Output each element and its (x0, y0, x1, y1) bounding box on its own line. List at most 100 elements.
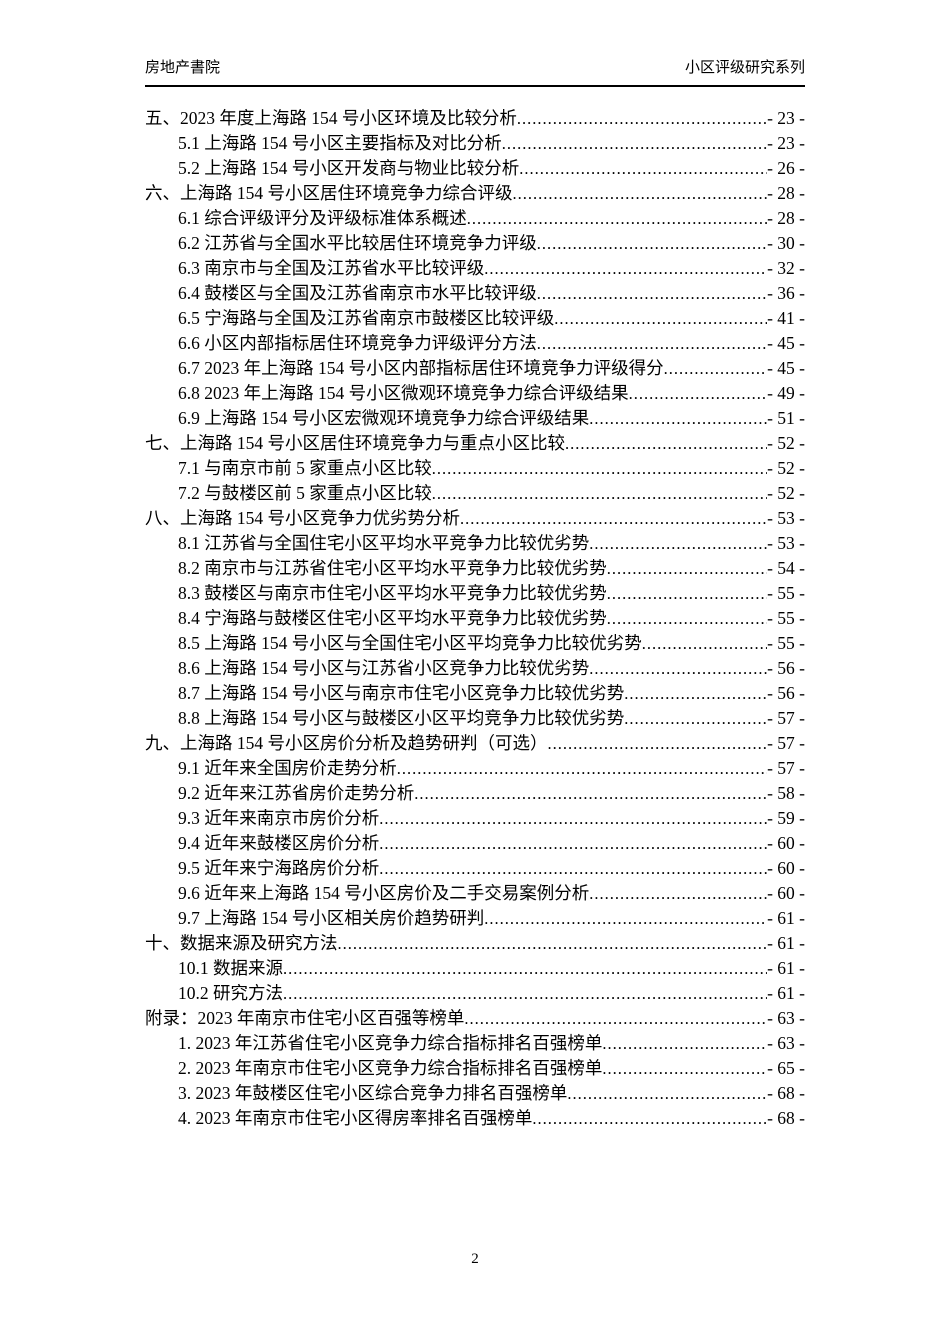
toc-entry: 6.4 鼓楼区与全国及江苏省南京市水平比较评级 - 36 - (145, 281, 805, 306)
toc-entry: 8.4 宁海路与鼓楼区住宅小区平均水平竞争力比较优劣势 - 55 - (145, 606, 805, 631)
toc-entry: 7.2 与鼓楼区前 5 家重点小区比较 - 52 - (145, 481, 805, 506)
toc-entry: 九、上海路 154 号小区房价分析及趋势研判（可选） - 57 - (145, 731, 805, 756)
toc-entry-title: 7.1 与南京市前 5 家重点小区比较 (178, 458, 432, 478)
toc-entry: 9.7 上海路 154 号小区相关房价趋势研判 - 61 - (145, 906, 805, 931)
toc-entry-page: - 49 - (767, 383, 805, 403)
toc-entry: 6.6 小区内部指标居住环境竞争力评级评分方法 - 45 - (145, 331, 805, 356)
toc-leader-dots (589, 531, 767, 556)
toc-entry-title: 8.5 上海路 154 号小区与全国住宅小区平均竞争力比较优劣势 (178, 633, 642, 653)
toc-entry: 8.7 上海路 154 号小区与南京市住宅小区竞争力比较优劣势 - 56 - (145, 681, 805, 706)
toc-entry-page: - 51 - (767, 408, 805, 428)
toc-leader-dots (379, 806, 767, 831)
toc-entry-title: 8.4 宁海路与鼓楼区住宅小区平均水平竞争力比较优劣势 (178, 608, 607, 628)
toc-entry-title: 五、2023 年度上海路 154 号小区环境及比较分析 (145, 108, 517, 128)
toc-entry-title: 9.4 近年来鼓楼区房价分析 (178, 833, 380, 853)
toc-entry-title: 6.1 综合评级评分及评级标准体系概述 (178, 208, 467, 228)
toc-leader-dots (537, 331, 767, 356)
toc-entry-page: - 61 - (767, 908, 805, 928)
toc-entry: 6.7 2023 年上海路 154 号小区内部指标居住环境竞争力评级得分 - 4… (145, 356, 805, 381)
toc-leader-dots (464, 1006, 767, 1031)
table-of-contents: 五、2023 年度上海路 154 号小区环境及比较分析 - 23 - 5.1 上… (145, 106, 805, 1131)
toc-entry-page: - 36 - (767, 283, 805, 303)
toc-entry-page: - 41 - (767, 308, 805, 328)
toc-entry-title: 9.3 近年来南京市房价分析 (178, 808, 380, 828)
toc-leader-dots (502, 131, 767, 156)
toc-entry-page: - 57 - (767, 733, 805, 753)
toc-entry-page: - 45 - (767, 358, 805, 378)
toc-leader-dots (624, 681, 767, 706)
toc-entry-title: 2. 2023 年南京市住宅小区竞争力综合指标排名百强榜单 (178, 1058, 603, 1078)
toc-entry: 6.3 南京市与全国及江苏省水平比较评级 - 32 - (145, 256, 805, 281)
toc-entry-page: - 61 - (767, 983, 805, 1003)
toc-entry: 6.1 综合评级评分及评级标准体系概述 - 28 - (145, 206, 805, 231)
toc-entry-title: 九、上海路 154 号小区房价分析及趋势研判（可选） (145, 733, 548, 753)
toc-entry-title: 9.2 近年来江苏省房价走势分析 (178, 783, 415, 803)
toc-leader-dots (607, 581, 767, 606)
toc-leader-dots (484, 256, 767, 281)
toc-entry-page: - 26 - (767, 158, 805, 178)
toc-entry-page: - 23 - (767, 133, 805, 153)
toc-entry-page: - 55 - (767, 608, 805, 628)
toc-entry-page: - 60 - (767, 833, 805, 853)
toc-entry-page: - 55 - (767, 633, 805, 653)
toc-entry-title: 9.5 近年来宁海路房价分析 (178, 858, 380, 878)
toc-entry-page: - 58 - (767, 783, 805, 803)
toc-entry: 五、2023 年度上海路 154 号小区环境及比较分析 - 23 - (145, 106, 805, 131)
toc-leader-dots (432, 481, 767, 506)
toc-entry-title: 5.2 上海路 154 号小区开发商与物业比较分析 (178, 158, 520, 178)
toc-entry: 8.3 鼓楼区与南京市住宅小区平均水平竞争力比较优劣势 - 55 - (145, 581, 805, 606)
toc-entry-page: - 28 - (767, 208, 805, 228)
toc-entry: 六、上海路 154 号小区居住环境竞争力综合评级 - 28 - (145, 181, 805, 206)
toc-leader-dots (283, 956, 767, 981)
toc-leader-dots (548, 731, 768, 756)
toc-entry: 6.9 上海路 154 号小区宏微观环境竞争力综合评级结果 - 51 - (145, 406, 805, 431)
toc-leader-dots (642, 631, 767, 656)
page-header: 房地产書院 小区评级研究系列 (145, 58, 805, 87)
toc-entry-page: - 68 - (767, 1083, 805, 1103)
toc-entry: 七、上海路 154 号小区居住环境竞争力与重点小区比较 - 52 - (145, 431, 805, 456)
toc-entry: 6.5 宁海路与全国及江苏省南京市鼓楼区比较评级 - 41 - (145, 306, 805, 331)
toc-entry-title: 七、上海路 154 号小区居住环境竞争力与重点小区比较 (145, 433, 565, 453)
toc-entry: 10.2 研究方法 - 61 - (145, 981, 805, 1006)
toc-leader-dots (432, 456, 767, 481)
toc-leader-dots (338, 931, 768, 956)
toc-leader-dots (607, 606, 767, 631)
toc-entry-title: 6.2 江苏省与全国水平比较居住环境竞争力评级 (178, 233, 537, 253)
toc-leader-dots (567, 1081, 767, 1106)
toc-entry-title: 8.6 上海路 154 号小区与江苏省小区竞争力比较优劣势 (178, 658, 590, 678)
toc-leader-dots (602, 1056, 767, 1081)
toc-leader-dots (589, 656, 767, 681)
toc-entry: 9.5 近年来宁海路房价分析 - 60 - (145, 856, 805, 881)
toc-entry-title: 10.2 研究方法 (178, 983, 283, 1003)
toc-entry: 附录：2023 年南京市住宅小区百强等榜单 - 63 - (145, 1006, 805, 1031)
toc-leader-dots (537, 281, 767, 306)
toc-entry-title: 八、上海路 154 号小区竞争力优劣势分析 (145, 508, 460, 528)
toc-entry-title: 8.3 鼓楼区与南京市住宅小区平均水平竞争力比较优劣势 (178, 583, 607, 603)
toc-entry-page: - 57 - (767, 708, 805, 728)
toc-entry-page: - 60 - (767, 883, 805, 903)
toc-entry-title: 6.9 上海路 154 号小区宏微观环境竞争力综合评级结果 (178, 408, 590, 428)
toc-entry: 8.2 南京市与江苏省住宅小区平均水平竞争力比较优劣势 - 54 - (145, 556, 805, 581)
toc-entry-page: - 30 - (767, 233, 805, 253)
toc-entry: 9.6 近年来上海路 154 号小区房价及二手交易案例分析 - 60 - (145, 881, 805, 906)
toc-leader-dots (565, 431, 767, 456)
toc-entry-page: - 53 - (767, 533, 805, 553)
toc-leader-dots (629, 381, 767, 406)
toc-leader-dots (397, 756, 767, 781)
toc-leader-dots (460, 506, 767, 531)
toc-entry: 8.1 江苏省与全国住宅小区平均水平竞争力比较优劣势 - 53 - (145, 531, 805, 556)
toc-entry-title: 9.6 近年来上海路 154 号小区房价及二手交易案例分析 (178, 883, 590, 903)
toc-entry-title: 3. 2023 年鼓楼区住宅小区综合竞争力排名百强榜单 (178, 1083, 568, 1103)
toc-entry-title: 5.1 上海路 154 号小区主要指标及对比分析 (178, 133, 502, 153)
toc-leader-dots (414, 781, 767, 806)
toc-entry-title: 8.1 江苏省与全国住宅小区平均水平竞争力比较优劣势 (178, 533, 590, 553)
toc-entry-title: 10.1 数据来源 (178, 958, 283, 978)
toc-entry-page: - 52 - (767, 458, 805, 478)
toc-entry-title: 6.6 小区内部指标居住环境竞争力评级评分方法 (178, 333, 537, 353)
toc-entry: 6.8 2023 年上海路 154 号小区微观环境竞争力综合评级结果 - 49 … (145, 381, 805, 406)
toc-entry: 6.2 江苏省与全国水平比较居住环境竞争力评级 - 30 - (145, 231, 805, 256)
toc-entry-page: - 57 - (767, 758, 805, 778)
toc-entry-page: - 28 - (767, 183, 805, 203)
toc-entry-page: - 61 - (767, 958, 805, 978)
